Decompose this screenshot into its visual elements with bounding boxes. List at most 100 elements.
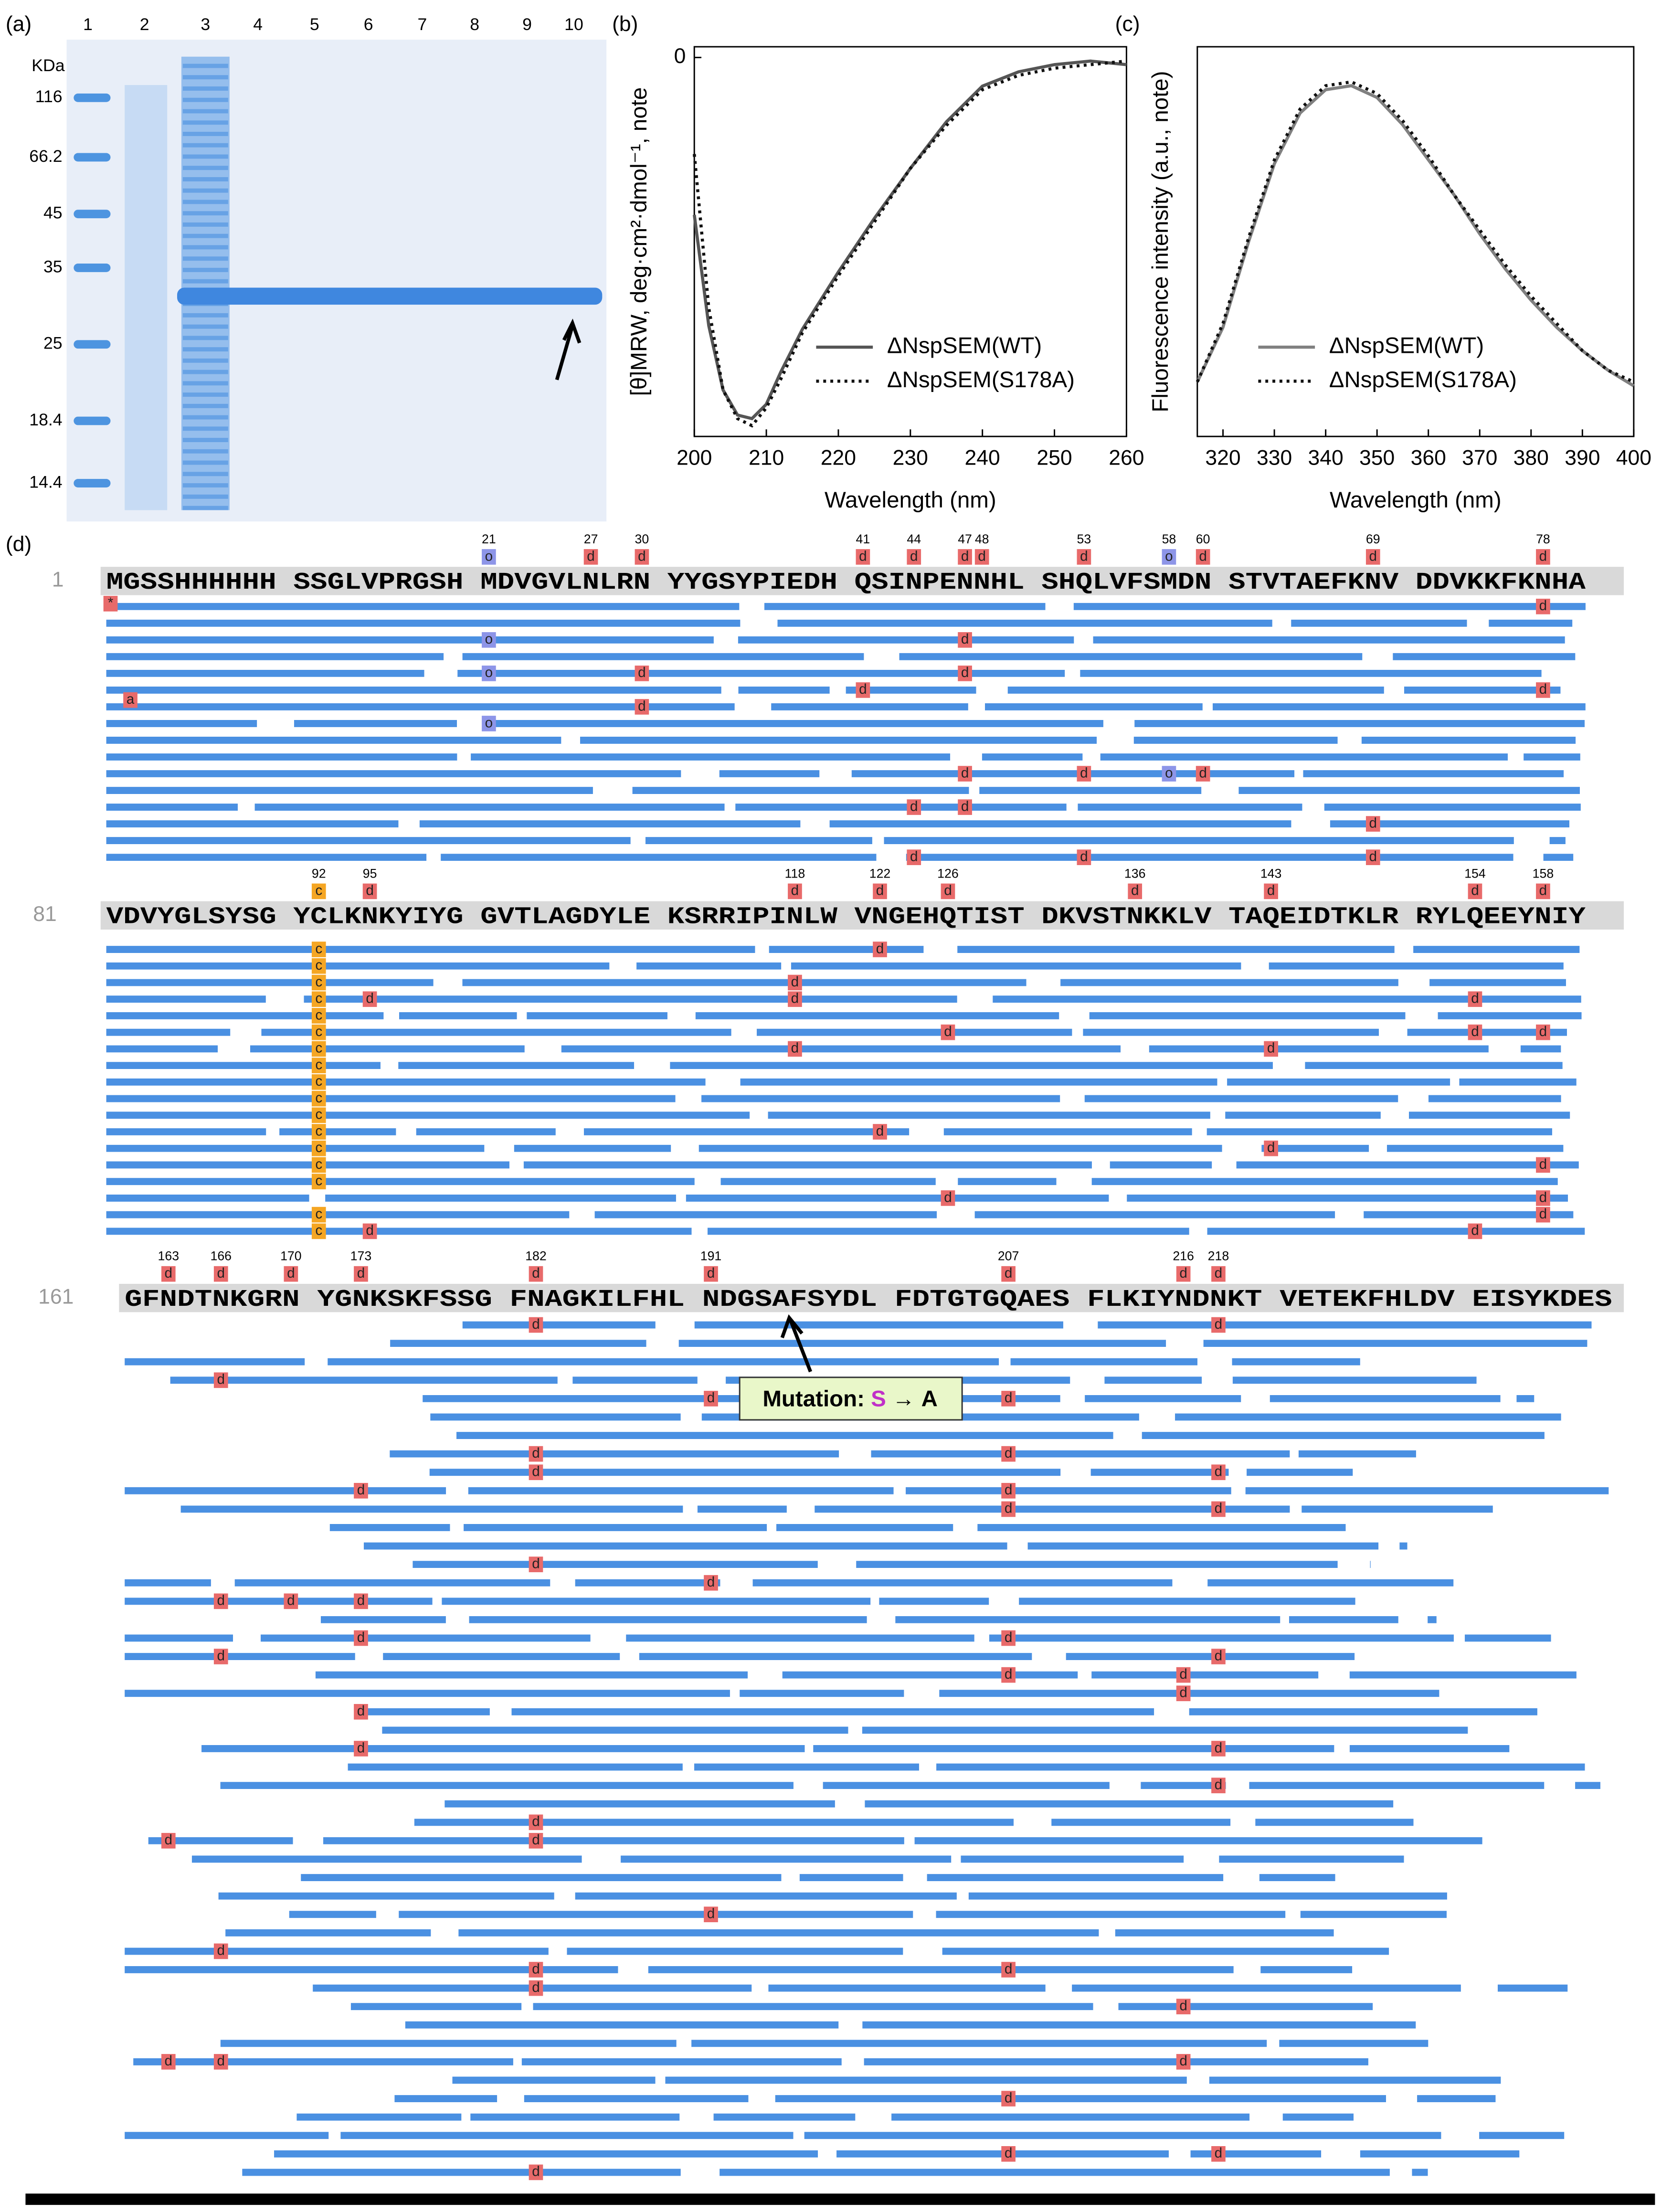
site-code: d: [366, 883, 373, 899]
site-box: [1468, 991, 1482, 1007]
site-box: [213, 2054, 228, 2070]
site-code: d: [876, 1123, 884, 1139]
site-code: d: [165, 2053, 172, 2069]
site-box: [311, 1174, 326, 1190]
site-code: c: [315, 1156, 322, 1172]
legend-label: ΔNspSEM(WT): [1329, 333, 1484, 359]
site-box: [311, 1124, 326, 1140]
site-position: 173: [350, 1249, 372, 1263]
site-box: [529, 1266, 543, 1282]
site-box: [311, 942, 326, 957]
site-code: c: [315, 1073, 322, 1089]
site-code: d: [532, 1814, 540, 1830]
site-code: d: [1471, 1024, 1479, 1039]
site-code: d: [791, 1040, 799, 1056]
site-box: [1176, 1667, 1191, 1683]
site-code: d: [707, 1265, 715, 1281]
site-box: [1536, 1190, 1550, 1206]
site-box: [362, 883, 377, 900]
site-code: d: [1215, 1501, 1222, 1516]
site-code: d: [217, 1943, 225, 1958]
lane-band: [182, 120, 228, 125]
series-line: [1196, 84, 1635, 387]
x-tick-label: 200: [677, 446, 712, 469]
site-code: d: [287, 1265, 295, 1281]
lane-band: [182, 494, 228, 499]
site-box: [1176, 2054, 1191, 2070]
lane-label: 7: [417, 15, 427, 34]
site-code: c: [315, 1090, 322, 1106]
site-code: *: [108, 595, 114, 611]
site-code: o: [1165, 548, 1173, 564]
site-box: [1001, 1630, 1016, 1646]
site-box: [941, 883, 955, 900]
site-code: d: [532, 1464, 540, 1480]
site-code: d: [165, 1265, 172, 1281]
site-code: d: [1471, 883, 1479, 899]
site-code: d: [1471, 991, 1479, 1006]
site-code: d: [859, 681, 867, 697]
site-position: 21: [482, 532, 496, 546]
site-code: d: [1539, 1206, 1547, 1222]
site-box: [704, 1391, 718, 1407]
site-box: [1468, 1223, 1482, 1239]
site-code: d: [1005, 2145, 1012, 2161]
lane-band: [182, 256, 228, 261]
site-box: [529, 1962, 543, 1978]
site-code: d: [1215, 1648, 1222, 1663]
coverage-map: (d) 1 MGSSHHHHHH SSGLVPRGSH MDVGVLNLRN YYG…: [6, 532, 1624, 2180]
site-box: [362, 1223, 377, 1239]
site-box: [958, 549, 972, 565]
legend-label: ΔNspSEM(WT): [887, 333, 1042, 359]
site-code: d: [910, 848, 918, 864]
bottom-rule: [25, 2193, 1655, 2205]
site-box: [311, 958, 326, 974]
lane-smear: [125, 85, 168, 510]
marker-band: [74, 479, 111, 487]
site-box: [1536, 549, 1550, 565]
lane-band: [182, 358, 228, 363]
site-box: [1264, 883, 1278, 900]
site-code: d: [357, 1593, 365, 1609]
site-code: d: [944, 1189, 952, 1205]
site-code: d: [1179, 2053, 1187, 2069]
site-box: [1001, 2146, 1016, 2162]
site-box: [635, 666, 649, 681]
site-code: d: [707, 1906, 715, 1922]
site-code: d: [1005, 1961, 1012, 1977]
series-line: [692, 59, 1127, 428]
lane-band: [182, 313, 228, 318]
lane-label: 2: [140, 15, 149, 34]
site-code: d: [532, 1316, 540, 1332]
site-position: 118: [785, 866, 805, 880]
lane-band: [182, 166, 228, 170]
site-box: [354, 1593, 368, 1609]
site-box: [482, 632, 496, 648]
site-code: d: [357, 1482, 365, 1498]
site-code: d: [961, 631, 969, 647]
site-box: [311, 1207, 326, 1223]
site-code: d: [791, 991, 799, 1006]
site-box: [1536, 598, 1550, 614]
site-code: d: [1179, 1265, 1187, 1281]
lane-label: 8: [470, 15, 479, 34]
site-position: 216: [1173, 1249, 1194, 1263]
site-code: c: [315, 1107, 322, 1122]
site-position: 122: [869, 866, 891, 880]
site-code: d: [366, 1223, 373, 1238]
site-box: [873, 1124, 887, 1140]
site-code: d: [532, 1979, 540, 1995]
site-box: [856, 549, 870, 565]
lane-band: [182, 381, 228, 386]
sequence-band: [100, 567, 1624, 595]
site-box: [941, 1190, 955, 1206]
site-box: [1211, 1649, 1226, 1664]
site-code: d: [1179, 1998, 1187, 2013]
site-box: [1264, 1140, 1278, 1156]
site-box: [1001, 1266, 1016, 1282]
site-code: d: [1080, 765, 1088, 781]
site-box: [529, 1980, 543, 1996]
site-code: d: [638, 665, 646, 680]
site-code: d: [1267, 1040, 1275, 1056]
